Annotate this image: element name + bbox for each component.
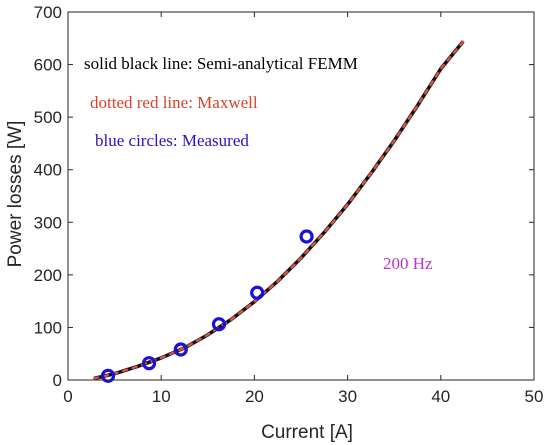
plot-marks: [92, 40, 465, 383]
measured-point: [141, 356, 157, 371]
maxwell-dotted-line: [92, 40, 465, 380]
measured-point: [299, 229, 314, 244]
measured-point: [211, 317, 227, 332]
y-axis-label: Power losses [W]: [5, 121, 26, 268]
y-tick-label: 300: [34, 213, 62, 232]
y-tick-label: 500: [34, 108, 62, 127]
annotation-femm: solid black line: Semi-analytical FEMM: [84, 54, 358, 73]
measured-point: [250, 285, 265, 300]
y-tick-label: 100: [34, 318, 62, 337]
measured-point: [173, 342, 188, 357]
y-tick-label: 700: [34, 3, 62, 22]
y-tick-label: 200: [34, 266, 62, 285]
y-tick-label: 400: [34, 161, 62, 180]
plot-frame: [67, 11, 535, 381]
x-tick-label: 10: [152, 387, 171, 406]
x-tick-label: 20: [245, 387, 264, 406]
x-tick-label: 40: [431, 387, 450, 406]
y-tick-label: 600: [34, 56, 62, 75]
x-tick-label: 50: [525, 387, 544, 406]
x-tick-label: 0: [63, 387, 72, 406]
annotation-measured: blue circles: Measured: [95, 131, 249, 150]
annotation-frequency: 200 Hz: [383, 254, 433, 273]
y-tick-label: 0: [53, 371, 62, 390]
x-tick-label: 30: [338, 387, 357, 406]
femm-line: [93, 40, 465, 381]
annotation-maxwell: dotted red line: Maxwell: [90, 93, 258, 112]
x-axis-label: Current [A]: [261, 422, 353, 443]
measured-point: [100, 368, 116, 383]
